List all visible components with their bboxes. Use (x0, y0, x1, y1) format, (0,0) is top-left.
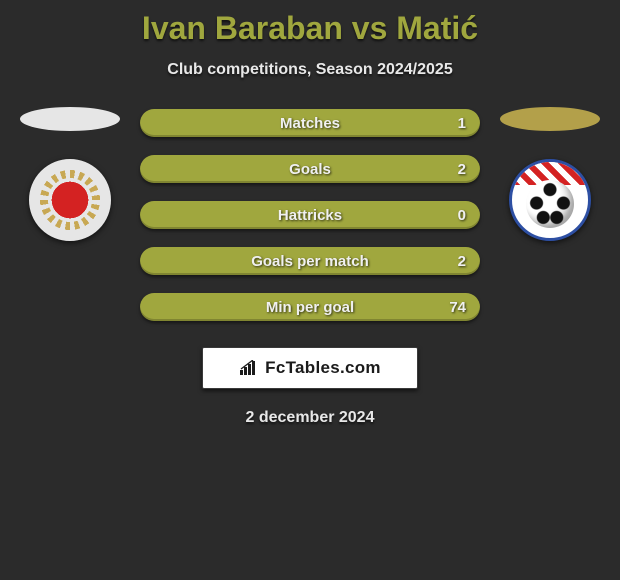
comparison-row: Matches 1 Goals 2 Hattricks 0 Goals per … (0, 107, 620, 321)
date-text: 2 december 2024 (0, 409, 620, 427)
stat-label: Goals per match (251, 253, 369, 270)
subtitle: Club competitions, Season 2024/2025 (0, 61, 620, 79)
stat-right-value: 1 (458, 115, 466, 132)
player-left-column (20, 107, 120, 241)
soccer-ball-icon (526, 180, 574, 228)
brand-link[interactable]: FcTables.com (202, 347, 418, 389)
stat-row-matches: Matches 1 (140, 109, 480, 137)
stat-row-goals-per-match: Goals per match 2 (140, 247, 480, 275)
stat-label: Goals (289, 161, 331, 178)
player-left-tag-ellipse (20, 107, 120, 131)
stats-list: Matches 1 Goals 2 Hattricks 0 Goals per … (140, 109, 480, 321)
stat-label: Min per goal (266, 299, 354, 316)
stat-row-goals: Goals 2 (140, 155, 480, 183)
stat-right-value: 74 (449, 299, 466, 316)
brand-text: FcTables.com (265, 358, 381, 378)
stat-label: Hattricks (278, 207, 342, 224)
page-title: Ivan Baraban vs Matić (0, 0, 620, 47)
stat-right-value: 2 (458, 253, 466, 270)
player-left-badge (29, 159, 111, 241)
stat-row-hattricks: Hattricks 0 (140, 201, 480, 229)
player-right-column (500, 107, 600, 241)
stat-right-value: 0 (458, 207, 466, 224)
player-right-tag-ellipse (500, 107, 600, 131)
stat-row-min-per-goal: Min per goal 74 (140, 293, 480, 321)
stat-right-value: 2 (458, 161, 466, 178)
stat-label: Matches (280, 115, 340, 132)
player-right-badge (509, 159, 591, 241)
bar-chart-icon (239, 360, 259, 376)
